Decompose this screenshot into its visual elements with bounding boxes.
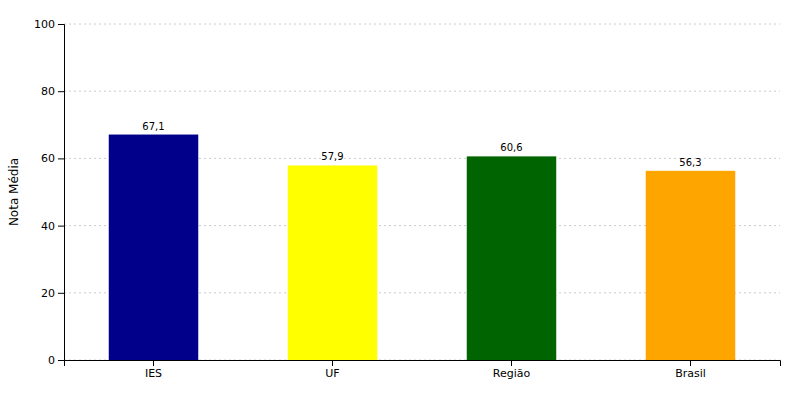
bar — [646, 171, 736, 360]
y-axis-title: Nota Média — [7, 158, 21, 226]
tick-label: 80 — [41, 85, 55, 98]
bar — [109, 135, 199, 360]
plot: 0 20 40 60 80 100 IES UF Região Brasil 67,1 57,9 60,… — [34, 18, 781, 380]
tick-label: Região — [493, 367, 531, 380]
x-tick: IES — [145, 360, 162, 380]
tick-mark — [690, 360, 691, 366]
x-tick: Região — [493, 360, 531, 380]
tick-mark — [58, 24, 64, 25]
x-tick: Brasil — [675, 360, 706, 380]
bar — [467, 156, 557, 360]
data-labels: 67,1 57,9 60,6 56,3 — [142, 121, 701, 168]
x-tick: UF — [325, 360, 339, 380]
y-tick: 60 — [41, 152, 64, 165]
data-label: 60,6 — [500, 142, 522, 153]
bars — [109, 135, 736, 360]
data-label: 67,1 — [142, 121, 164, 132]
tick-label: 20 — [41, 287, 55, 300]
tick-label: 0 — [48, 354, 55, 367]
tick-label: Brasil — [675, 367, 706, 380]
y-tick: 80 — [41, 85, 64, 98]
chart: 0 20 40 60 80 100 IES UF Região Brasil 67,1 57,9 60,… — [0, 0, 800, 400]
axis-line — [58, 25, 65, 361]
tick-mark — [511, 360, 512, 366]
data-label: 56,3 — [679, 157, 701, 168]
tick-mark — [58, 158, 64, 159]
data-label: 57,9 — [321, 151, 343, 162]
grid-line — [64, 91, 780, 92]
x-axis: IES UF Região Brasil — [65, 360, 781, 380]
tick-label: UF — [325, 367, 339, 380]
y-tick: 40 — [41, 220, 64, 233]
grid-line — [64, 24, 780, 25]
tick-mark — [58, 293, 64, 294]
y-tick: 0 — [48, 354, 64, 367]
tick-label: 100 — [34, 18, 55, 31]
tick-mark — [332, 360, 333, 366]
y-tick: 20 — [41, 287, 64, 300]
tick-mark — [58, 226, 64, 227]
tick-label: 40 — [41, 220, 55, 233]
grid — [64, 24, 780, 360]
y-tick: 100 — [34, 18, 64, 31]
tick-label: 60 — [41, 152, 55, 165]
axis-line — [65, 361, 781, 367]
tick-mark — [153, 360, 154, 366]
tick-mark — [58, 91, 64, 92]
tick-mark — [58, 360, 64, 361]
tick-label: IES — [145, 367, 162, 380]
bar — [288, 165, 378, 360]
y-axis: 0 20 40 60 80 100 — [34, 18, 65, 367]
